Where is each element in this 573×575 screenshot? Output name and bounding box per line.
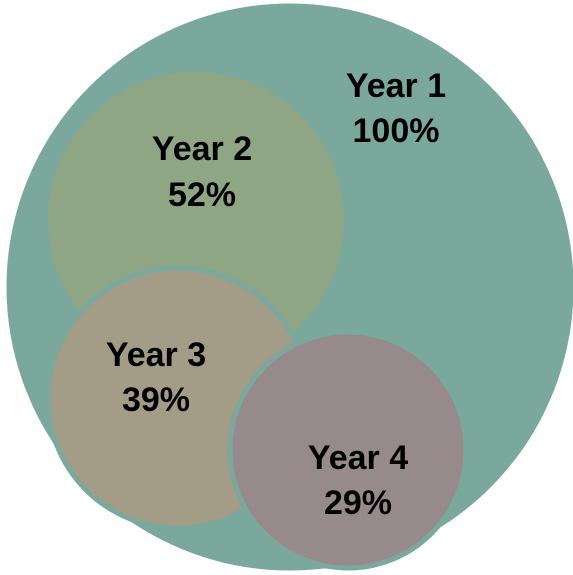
year-1-name: Year 1 — [346, 67, 446, 105]
year-3-name: Year 3 — [106, 336, 206, 374]
year-1-value: 100% — [353, 112, 440, 150]
year-3-value: 39% — [122, 381, 190, 419]
year-4-name: Year 4 — [308, 439, 408, 477]
year-4-value: 29% — [324, 484, 392, 522]
year-2-value: 52% — [168, 176, 236, 214]
year-2-name: Year 2 — [152, 130, 252, 168]
year-4-circle — [227, 329, 469, 571]
